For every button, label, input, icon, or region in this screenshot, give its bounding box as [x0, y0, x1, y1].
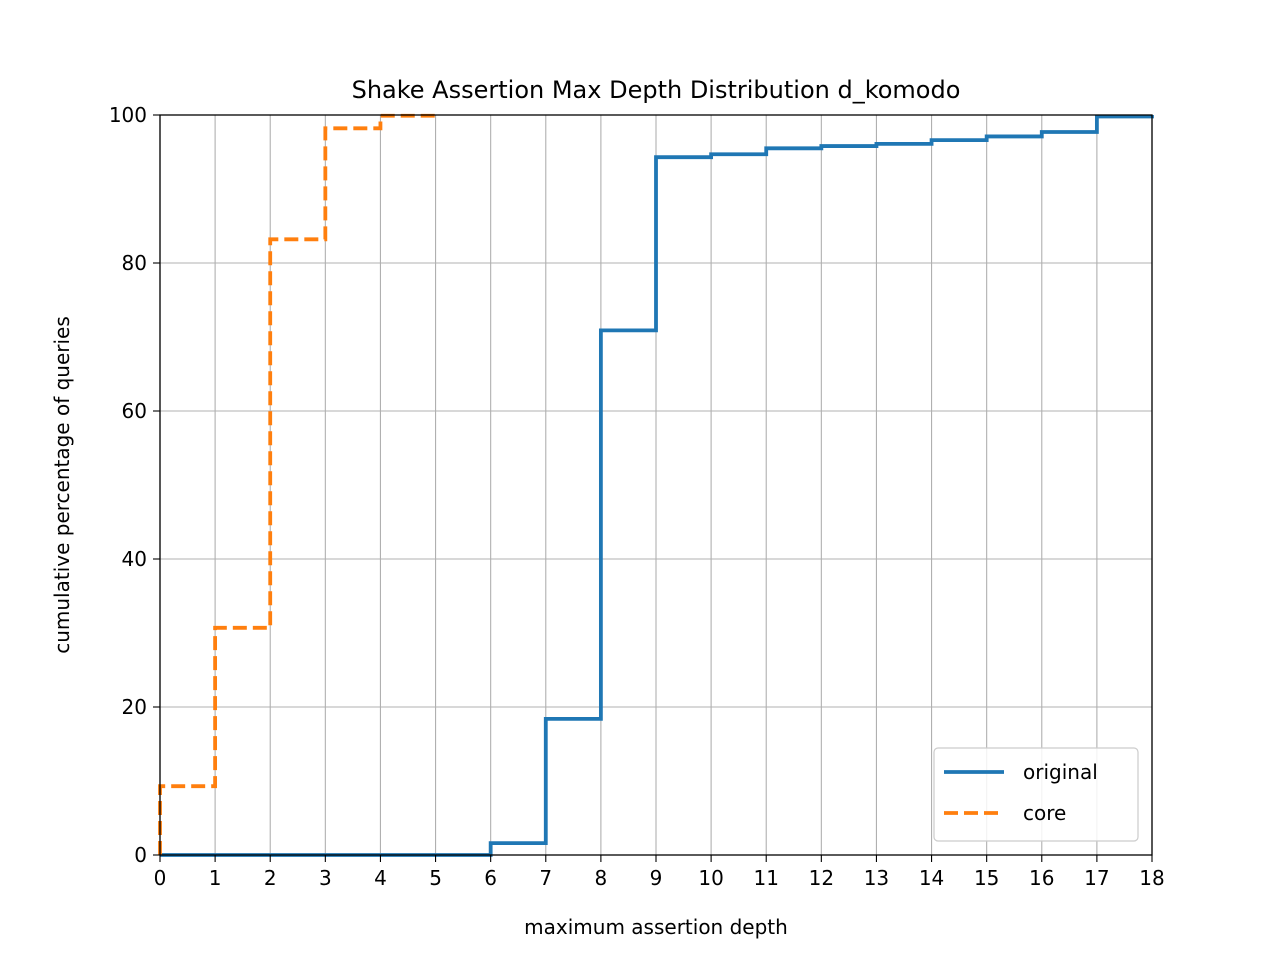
x-tick-label: 11 — [753, 866, 778, 890]
x-tick-label: 4 — [374, 866, 387, 890]
x-tick-label: 15 — [974, 866, 999, 890]
x-tick-label: 14 — [919, 866, 944, 890]
x-tick-label: 9 — [650, 866, 663, 890]
x-tick-label: 7 — [539, 866, 552, 890]
x-tick-label: 6 — [484, 866, 497, 890]
x-tick-label: 0 — [154, 866, 167, 890]
x-tick-label: 5 — [429, 866, 442, 890]
x-tick-label: 12 — [809, 866, 834, 890]
x-tick-label: 1 — [209, 866, 222, 890]
x-tick-label: 10 — [698, 866, 723, 890]
x-tick-label: 17 — [1084, 866, 1109, 890]
chart-title: Shake Assertion Max Depth Distribution d… — [352, 76, 961, 104]
x-tick-label: 2 — [264, 866, 277, 890]
legend: original core — [933, 747, 1139, 842]
y-tick-label: 40 — [122, 547, 147, 571]
x-tick-label: 8 — [595, 866, 608, 890]
y-tick-label: 0 — [134, 843, 147, 867]
x-tick-label: 3 — [319, 866, 332, 890]
x-tick-label: 18 — [1139, 866, 1164, 890]
x-tick-label: 13 — [864, 866, 889, 890]
y-tick-label: 100 — [109, 103, 147, 127]
y-tick-label: 20 — [122, 695, 147, 719]
x-tick-label: 16 — [1029, 866, 1054, 890]
legend-label-original: original — [1023, 760, 1098, 784]
series-line-core — [158, 113, 438, 855]
y-tick-label: 80 — [122, 251, 147, 275]
y-axis-label: cumulative percentage of queries — [50, 316, 74, 654]
y-tick-label: 60 — [122, 399, 147, 423]
x-axis-label: maximum assertion depth — [524, 915, 788, 939]
legend-label-core: core — [1023, 801, 1066, 825]
